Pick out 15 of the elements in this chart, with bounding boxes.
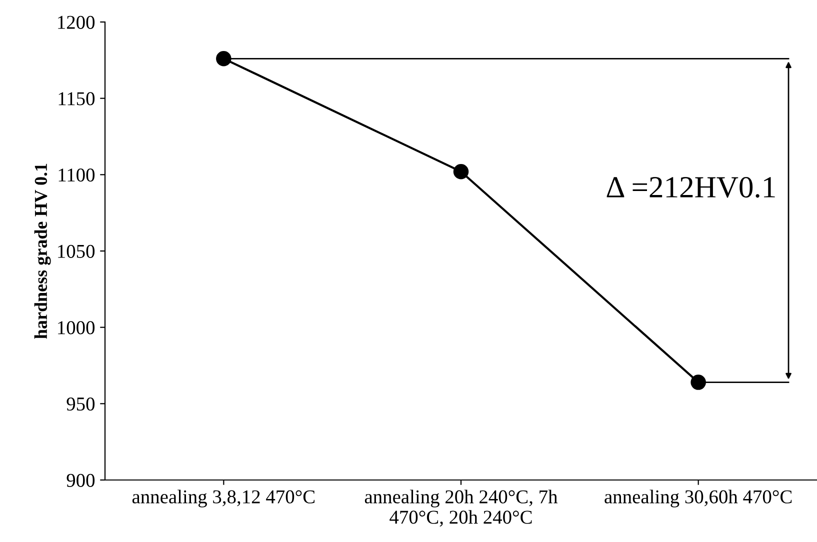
y-tick-label: 1050 — [58, 244, 95, 258]
x-tick-label: annealing 20h 240°C, 7h 470°C, 20h 240°C — [364, 490, 558, 527]
y-tick-label: 950 — [66, 397, 95, 411]
x-tick-label: annealing 3,8,12 470°C — [132, 490, 315, 508]
y-tick-label: 1150 — [58, 92, 95, 106]
y-tick-label: 1200 — [58, 16, 95, 29]
annotation: Δ =212HV0.1 — [606, 176, 775, 198]
y-axis-title: hardness grade HV 0.1 — [34, 164, 51, 339]
y-tick-label: 1000 — [58, 321, 95, 334]
y-tick-label: 1100 — [58, 168, 95, 182]
y-tick-label: 900 — [66, 474, 95, 487]
point — [216, 51, 232, 66]
point — [453, 164, 469, 180]
point — [690, 374, 706, 390]
x-tick-label: annealing 30,60h 470°C — [604, 490, 792, 508]
